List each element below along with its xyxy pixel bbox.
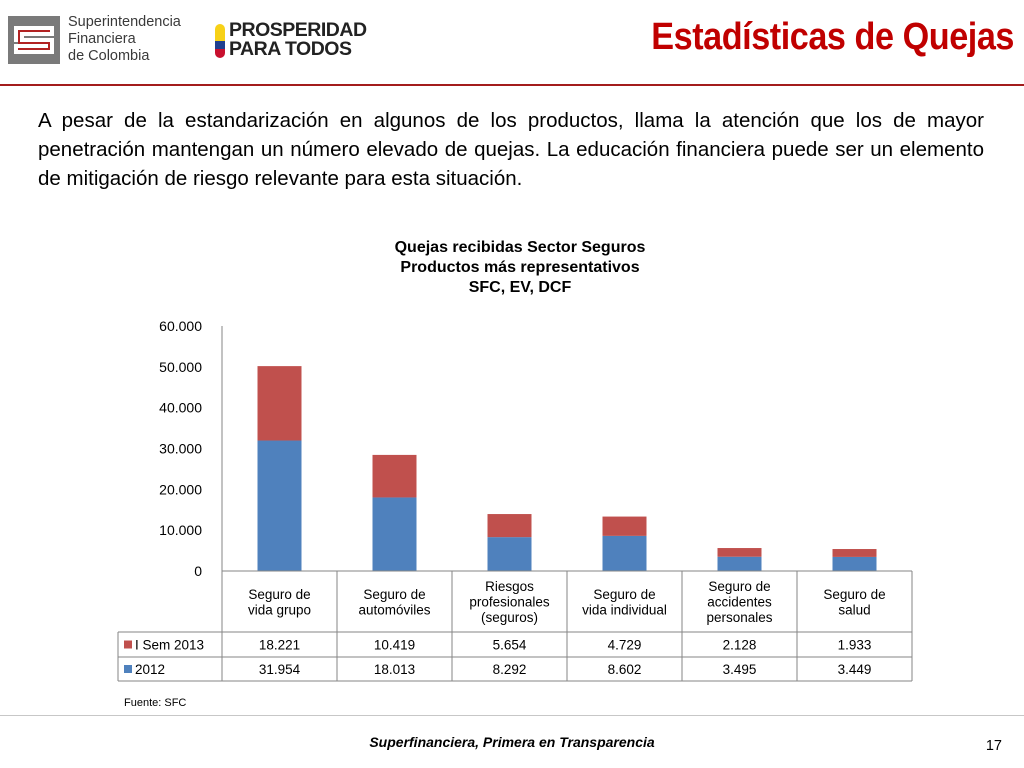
y-tick-label: 20.000	[159, 481, 202, 497]
y-tick-label: 10.000	[159, 522, 202, 538]
colombia-flag-icon	[215, 24, 225, 58]
y-tick-label: 50.000	[159, 359, 202, 375]
data-value-label: 3.495	[723, 662, 757, 677]
y-tick-label: 30.000	[159, 441, 202, 457]
bar-segment	[257, 440, 302, 571]
source-note: Fuente: SFC	[124, 697, 187, 709]
bar-segment	[832, 556, 877, 571]
data-value-label: 31.954	[259, 662, 301, 677]
data-value-label: 2.128	[723, 638, 757, 653]
bar-segment	[602, 516, 647, 536]
category-label: Riesgos profesionales (seguros)	[469, 579, 550, 625]
legend-label: 2012	[135, 662, 165, 677]
bar-segment	[487, 514, 532, 538]
page-number: 17	[985, 738, 1002, 754]
data-value-label: 18.013	[374, 662, 415, 677]
legend-key	[124, 665, 132, 673]
data-value-label: 8.292	[493, 662, 527, 677]
y-tick-label: 0	[194, 563, 202, 579]
data-value-label: 18.221	[259, 638, 300, 653]
legend-key	[124, 640, 132, 649]
header-divider	[0, 84, 1024, 86]
bar-segment	[487, 537, 532, 571]
sfc-logo: Superintendencia Financiera de Colombia	[8, 14, 188, 68]
bar-segment	[257, 366, 302, 441]
data-value-label: 4.729	[608, 638, 642, 653]
data-value-label: 3.449	[838, 662, 872, 677]
y-tick-label: 40.000	[159, 400, 202, 416]
y-tick-label: 60.000	[159, 318, 202, 334]
category-label: Seguro de vida individual	[582, 587, 667, 618]
data-value-label: 8.602	[608, 662, 642, 677]
bar-segment	[372, 497, 417, 571]
category-label: Seguro de automóviles	[358, 587, 430, 618]
bar-segment	[717, 548, 762, 557]
category-label: Seguro de vida grupo	[248, 587, 311, 618]
chart-title-line: Quejas recibidas Sector Seguros	[394, 239, 646, 256]
bar-segment	[832, 549, 877, 557]
legend-label: I Sem 2013	[135, 638, 204, 653]
category-label: Seguro de salud	[823, 587, 885, 618]
page-title: Estadísticas de Quejas	[651, 16, 1014, 58]
category-label: Seguro de accidentes personales	[706, 579, 772, 625]
chart-title-line: SFC, EV, DCF	[468, 279, 572, 296]
sfc-logo-text: Superintendencia Financiera de Colombia	[68, 14, 181, 64]
footer-tagline: Superfinanciera, Primera en Transparenci…	[369, 734, 655, 750]
chart-title-line: Productos más representativos	[400, 259, 640, 276]
chart-title: Quejas recibidas Sector Seguros Producto…	[320, 238, 720, 298]
intro-paragraph: A pesar de la estandarización en algunos…	[38, 109, 984, 190]
footer-divider	[0, 715, 1024, 716]
bar-segment	[602, 535, 647, 571]
sfc-emblem-icon	[8, 16, 60, 64]
bar-segment	[717, 556, 762, 571]
data-value-label: 1.933	[838, 638, 872, 653]
data-value-label: 10.419	[374, 638, 415, 653]
bar-segment	[372, 454, 417, 498]
data-value-label: 5.654	[493, 638, 527, 653]
prosperidad-logo: PROSPERIDAD PARA TODOS	[215, 19, 375, 66]
prosperidad-logo-text: PROSPERIDAD PARA TODOS	[229, 19, 367, 60]
